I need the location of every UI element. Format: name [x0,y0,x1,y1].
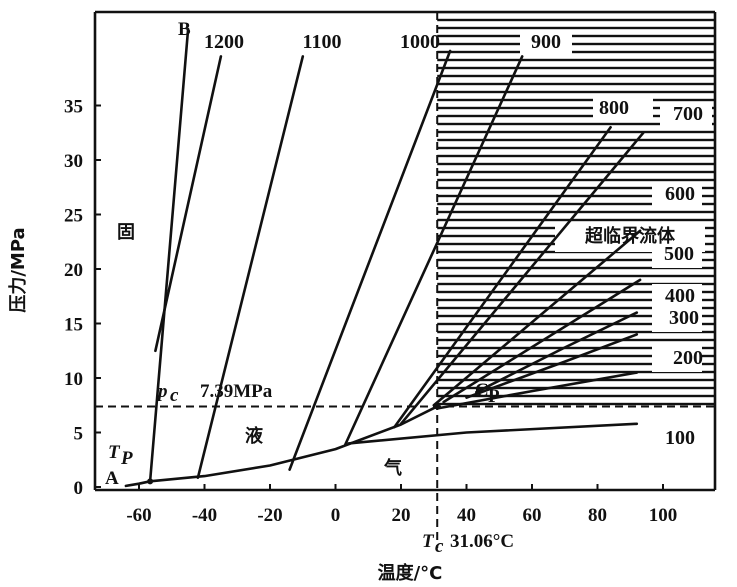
critical-temperature-value: 31.06°C [450,531,514,552]
triple-point-marker [147,478,154,485]
isochore-label-200: 200 [673,347,703,369]
point-label: C [475,380,489,401]
critical-point-sub: P [488,386,500,407]
isochore-label-700: 700 [673,103,703,125]
x-tick-label: 60 [523,505,542,526]
x-tick-label: 40 [457,505,476,526]
isochore-label-800: 800 [599,97,629,119]
critical-point-marker [434,403,441,410]
isochore-label-1100: 1100 [303,31,342,53]
label-background [652,242,702,268]
phase-boundary-melting [148,27,190,483]
isochore-label-900: 900 [531,31,561,53]
label-background [593,96,653,122]
point-label: B [178,19,191,40]
label-background [520,30,572,54]
isochore-900 [343,55,524,446]
isochore-1100 [196,55,305,480]
critical-pressure-value: 7.39MPa [200,381,273,402]
y-tick-label: 5 [74,424,84,445]
isochore-label-1200: 1200 [204,31,244,53]
tp-symbol: T [108,442,121,463]
y-tick-label: 15 [64,315,83,336]
x-tick-label: 80 [588,505,607,526]
label-background [660,102,712,128]
y-axis-title: 压力/MPa [8,227,29,312]
tp-sub: P [120,448,133,469]
x-tick-label: 100 [649,505,678,526]
y-tick-label: 35 [64,97,83,118]
phase-boundary-sublimation [124,479,152,488]
y-tick-label: 0 [74,478,84,499]
x-tick-label: -20 [257,505,282,526]
tc-sub: c [435,536,444,557]
isochore-label-1000: 1000 [400,31,440,53]
isochore-label-600: 600 [665,183,695,205]
isochore-100 [347,422,639,445]
pc-sub: c [170,385,179,406]
region-label: 液 [245,425,264,447]
x-tick-label: 0 [331,505,341,526]
x-tick-label: 20 [392,505,411,526]
label-background [652,306,702,332]
x-tick-label: -40 [192,505,217,526]
point-label: A [105,468,119,489]
isochore-600 [432,229,642,407]
isochore-1200 [154,55,223,353]
x-tick-label: -60 [126,505,151,526]
isochore-800 [393,126,612,429]
isochore-700 [399,131,645,426]
label-background [652,346,702,372]
gas-region-label: 气 [383,457,402,479]
isochore-200 [435,371,639,410]
isochore-label-300: 300 [669,307,699,329]
isochore-500 [442,278,642,404]
isochore-1000 [288,49,452,471]
label-background [652,182,702,208]
isochore-400 [474,311,639,394]
tc-symbol: T [422,531,435,552]
label-background [652,284,702,310]
pc-symbol: p [156,381,168,402]
phase-boundary-vaporization [148,405,439,483]
region-label: 固 [117,222,135,243]
isochore-label-500: 500 [664,243,694,265]
y-tick-label: 10 [64,369,83,390]
isochore-label-100: 100 [665,427,695,449]
x-axis-title: 温度/°C [378,562,443,584]
y-tick-label: 30 [64,151,83,172]
y-tick-label: 25 [64,206,83,227]
y-tick-label: 20 [64,260,83,281]
region-label: 超临界流体 [585,225,676,247]
isochore-label-400: 400 [665,285,695,307]
isochore-300 [465,333,639,399]
